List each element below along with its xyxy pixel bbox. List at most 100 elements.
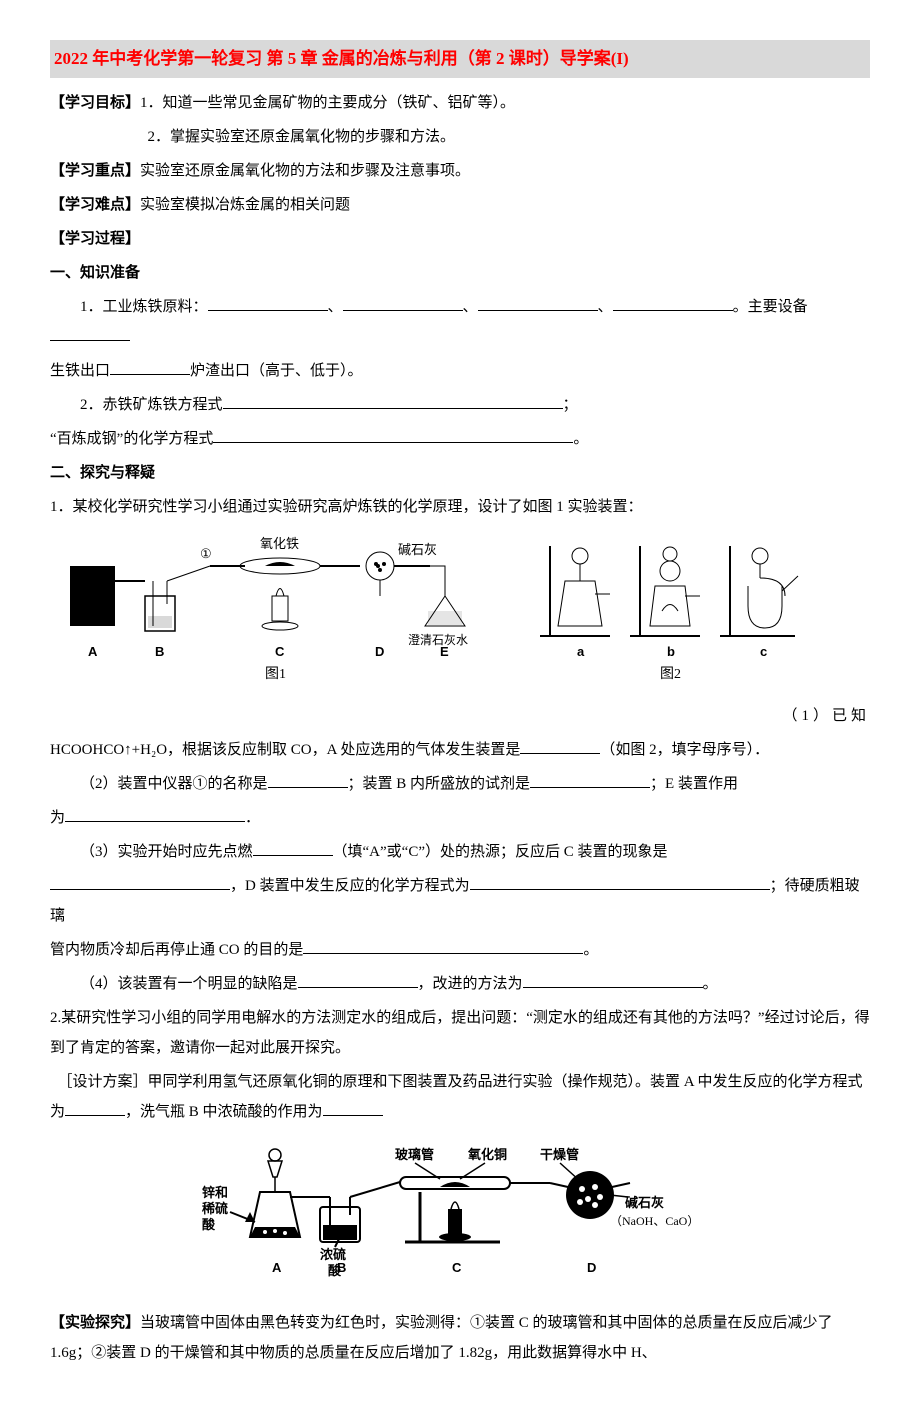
blank: [530, 769, 650, 788]
q-1-2b: ；装置 B 内所盛放的试剂是: [348, 776, 531, 792]
label-zn-1: 锌和: [202, 1185, 228, 1200]
q1-line2: 生铁出口 炉渣出口（高于、低于）。: [50, 356, 870, 386]
goals-label: 【学习目标】: [50, 95, 140, 111]
sec1-title: 一、知识准备: [50, 258, 870, 288]
design-label: ［设计方案］: [58, 1074, 148, 1090]
q-1-4b: ，改进的方法为: [418, 976, 523, 992]
q1b-prefix: 生铁出口: [50, 363, 110, 379]
letter-D: D: [375, 644, 384, 659]
q-1-3-line2: ，D 装置中发生反应的化学方程式为；待硬质粗玻璃: [50, 871, 870, 931]
q-1-3-line1: （3）实验开始时应先点燃 （填“A”或“C”）处的热源；反应后 C 装置的现象是: [50, 837, 870, 867]
focus-label: 【学习重点】: [50, 163, 140, 179]
exp-text: 当玻璃管中固体由黑色转变为红色时，实验测得：①装置 C 的玻璃管和其中固体的总质…: [50, 1315, 833, 1361]
fig1-caption: 图1: [265, 667, 286, 682]
apparatus-a2: [540, 546, 610, 636]
blank: [613, 292, 733, 311]
q2-line2: “百炼成钢”的化学方程式。: [50, 424, 870, 454]
q2b-prefix: “百炼成钢”的化学方程式: [50, 431, 213, 447]
blank: [343, 292, 463, 311]
goals-line-1: 【学习目标】1．知道一些常见金属矿物的主要成分（铁矿、铝矿等）。: [50, 88, 870, 118]
letter-E: E: [440, 644, 449, 659]
apparatus-a-box: [70, 566, 115, 626]
q-1-3e: 管内物质冷却后再停止通 CO 的目的是: [50, 942, 303, 958]
q-1-2c: ；E 装置作用: [650, 776, 738, 792]
blank: [478, 292, 598, 311]
q-1-3b: （填“A”或“C”）处的热源；反应后 C 装置的现象是: [333, 844, 668, 860]
blank: [50, 871, 230, 890]
label-cuo: 氧化铜: [467, 1147, 507, 1162]
label-ganzao: 干燥管: [540, 1147, 579, 1162]
letter-a2: a: [577, 644, 585, 659]
q-1-1-a: HCOOHCO↑+H₂O，根据该反应制取 CO，A 处应选用的气体发生装置是: [50, 742, 520, 758]
letter-A: A: [88, 644, 98, 659]
difficulty-line: 【学习难点】实验室模拟冶炼金属的相关问题: [50, 190, 870, 220]
q-1-2d: 为: [50, 810, 65, 826]
q1a-text: 1．工业炼铁原料：: [80, 299, 208, 315]
label-fe2o3: 氧化铁: [260, 536, 299, 551]
blank: [303, 935, 583, 954]
figure-3-svg: 锌和 稀硫 酸 浓硫 酸 玻璃管 氧化铜 干燥管 碱石灰 （NaOH、CaO） …: [200, 1137, 720, 1287]
goals-line-2: 2．掌握实验室还原金属氧化物的步骤和方法。: [50, 122, 870, 152]
q-1-3-line3: 管内物质冷却后再停止通 CO 的目的是。: [50, 935, 870, 965]
figure-1-2-row: ① 氧化铁 碱石灰 澄清石灰水 A B C D E 图1: [50, 526, 870, 697]
q-1-3c: ，D 装置中发生反应的化学方程式为: [230, 878, 470, 894]
letter-B: B: [155, 644, 164, 659]
blank: [323, 1097, 383, 1116]
q-1-1-prefix: （1）已知: [782, 701, 870, 731]
q-1-3a: （3）实验开始时应先点燃: [80, 844, 253, 860]
exp-label: 【实验探究】: [50, 1315, 140, 1331]
q-1-2-line1: （2）装置中仪器①的名称是 ；装置 B 内所盛放的试剂是 ；E 装置作用: [50, 769, 870, 799]
label-jianshihui2: 碱石灰: [625, 1195, 664, 1210]
q-1-1-b: （如图 2，填字母序号）．: [600, 742, 769, 758]
q-1-4: （4）该装置有一个明显的缺陷是，改进的方法为。: [50, 969, 870, 999]
blank: [213, 424, 573, 443]
sec2-title: 二、探究与释疑: [50, 458, 870, 488]
blank: [50, 322, 130, 341]
blank: [470, 871, 770, 890]
q2-line1: 2．赤铁矿炼铁方程式；: [50, 390, 870, 420]
letter-C: C: [275, 644, 285, 659]
blank: [298, 969, 418, 988]
figure-1-2-svg: ① 氧化铁 碱石灰 澄清石灰水 A B C D E 图1: [50, 526, 870, 686]
q1b-suffix: 炉渣出口（高于、低于）。: [190, 363, 363, 379]
fig2-caption: 图2: [660, 667, 681, 682]
letter-c2: c: [760, 644, 767, 659]
q-1-2a: （2）装置中仪器①的名称是: [80, 776, 268, 792]
page-title: 2022 年中考化学第一轮复习 第 5 章 金属的冶炼与利用（第 2 课时）导学…: [50, 40, 870, 78]
apparatus-c2: [720, 546, 798, 636]
p2-intro: 2.某研究性学习小组的同学用电解水的方法测定水的组成后，提出问题：“测定水的组成…: [50, 1003, 870, 1063]
q2a-text: 2．赤铁矿炼铁方程式: [80, 397, 223, 413]
difficulty-label: 【学习难点】: [50, 197, 140, 213]
q-1-4a: （4）该装置有一个明显的缺陷是: [80, 976, 298, 992]
label-zn-3: 酸: [202, 1217, 216, 1232]
blank: [110, 356, 190, 375]
focus-text: 实验室还原金属氧化物的方法和步骤及注意事项。: [140, 163, 470, 179]
letter-A3: A: [272, 1260, 282, 1275]
blank: [208, 292, 328, 311]
blank: [268, 769, 348, 788]
exp-paragraph: 【实验探究】当玻璃管中固体由黑色转变为红色时，实验测得：①装置 C 的玻璃管和其…: [50, 1308, 870, 1368]
p2-design: ［设计方案］甲同学利用氢气还原氧化铜的原理和下图装置及药品进行实验（操作规范）。…: [50, 1067, 870, 1127]
process-label: 【学习过程】: [50, 224, 870, 254]
q1-line1: 1．工业炼铁原料：、、、。主要设备: [50, 292, 870, 352]
apparatus-b2: [630, 546, 700, 636]
q-1-1-body: HCOOHCO↑+H₂O，根据该反应制取 CO，A 处应选用的气体发生装置是 （如…: [50, 735, 870, 765]
blank: [65, 803, 245, 822]
label-jianshihui: 碱石灰: [398, 542, 437, 557]
letter-b2: b: [667, 644, 675, 659]
letter-C3: C: [452, 1260, 462, 1275]
label-formula: （NaOH、CaO）: [610, 1214, 699, 1228]
letter-B3: B: [337, 1260, 346, 1275]
q1a-tail: 。主要设备: [733, 299, 808, 315]
difficulty-text: 实验室模拟冶炼金属的相关问题: [140, 197, 350, 213]
blank: [223, 390, 563, 409]
blank: [253, 837, 333, 856]
blank: [523, 969, 703, 988]
label-boli: 玻璃管: [395, 1147, 434, 1162]
figure-3: 锌和 稀硫 酸 浓硫 酸 玻璃管 氧化铜 干燥管 碱石灰 （NaOH、CaO） …: [50, 1137, 870, 1298]
focus-line: 【学习重点】实验室还原金属氧化物的方法和步骤及注意事项。: [50, 156, 870, 186]
letter-D3: D: [587, 1260, 596, 1275]
design-text-b: ，洗气瓶 B 中浓硫酸的作用为: [125, 1104, 323, 1120]
q-1-2-line2: 为．: [50, 803, 870, 833]
p1-intro: 1．某校化学研究性学习小组通过实验研究高炉炼铁的化学原理，设计了如图 1 实验装…: [50, 492, 870, 522]
